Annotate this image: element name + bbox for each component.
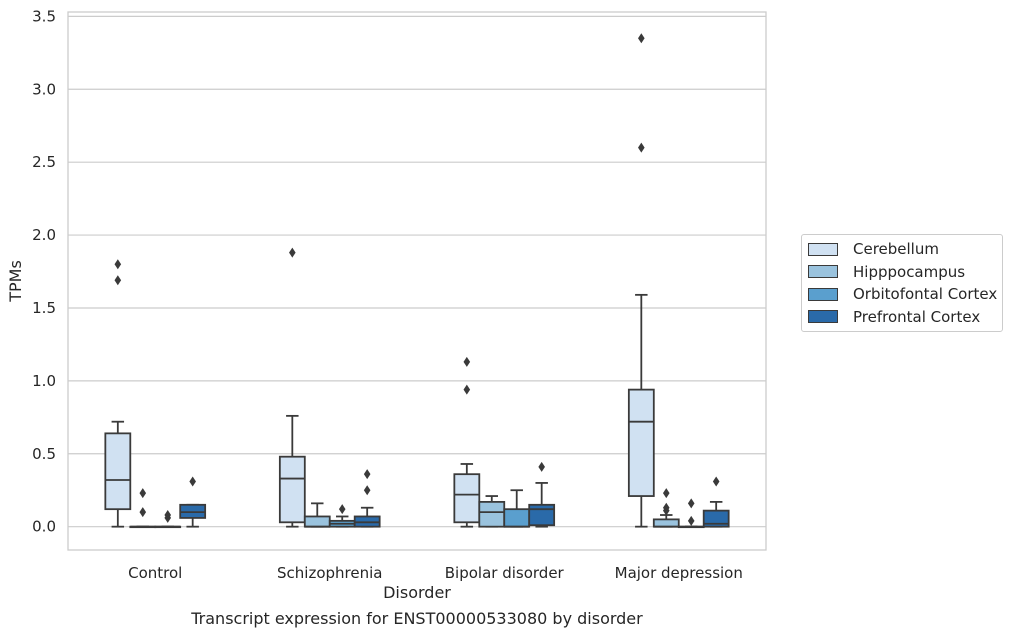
legend-label: Hipppocampus	[853, 262, 966, 281]
legend-label: Orbitofontal Cortex	[853, 285, 998, 304]
legend-swatch	[808, 242, 838, 256]
x-tick-label: Bipolar disorder	[445, 564, 565, 582]
legend-item: Orbitofontal Cortex	[802, 283, 1002, 306]
y-tick-label: 3.0	[32, 80, 56, 98]
y-tick-label: 2.5	[32, 153, 56, 171]
legend: Cerebellum Hipppocampus Orbitofontal Corte…	[801, 234, 1003, 332]
figure-caption: Transcript expression for ENST0000053308…	[191, 609, 643, 628]
outlier-point	[338, 504, 346, 515]
outlier-point	[139, 488, 147, 499]
x-tick-labels: Control Schizophrenia Bipolar disorder Majo…	[128, 564, 743, 582]
legend-swatch	[808, 265, 838, 279]
box-iqr	[652, 518, 680, 528]
x-axis-label: Disorder	[383, 583, 451, 602]
box-orbitofontal-cortex	[503, 489, 531, 528]
box-hipppocampus	[652, 488, 680, 528]
outlier-point	[289, 247, 296, 258]
legend-item: Hipppocampus	[802, 261, 1002, 284]
y-tick-label: 1.5	[32, 299, 56, 317]
x-tick-label: Control	[128, 564, 182, 582]
outlier-point	[662, 502, 670, 513]
outlier-point	[139, 507, 147, 518]
outlier-point	[363, 469, 371, 480]
box-prefrontal-cortex	[353, 469, 381, 528]
outlier-point	[538, 461, 545, 472]
outlier-point	[638, 142, 645, 153]
outlier-point	[638, 33, 645, 44]
box-prefrontal-cortex	[702, 476, 730, 528]
outlier-point	[363, 485, 371, 496]
y-tick-label: 3.5	[32, 7, 56, 25]
plot-frame	[67, 11, 767, 551]
legend-item: Cerebellum	[802, 238, 1002, 261]
box-cerebellum	[453, 356, 481, 528]
x-tick-label: Schizophrenia	[277, 564, 382, 582]
box-iqr	[453, 473, 481, 524]
box-orbitofontal-cortex	[328, 504, 356, 528]
outlier-point	[463, 356, 471, 367]
legend-swatch	[808, 310, 838, 324]
box-orbitofontal-cortex	[677, 498, 705, 529]
outlier-point	[463, 384, 471, 395]
box-hipppocampus	[303, 502, 331, 528]
outlier-point	[189, 476, 196, 487]
y-tick-label: 0.0	[32, 518, 56, 536]
x-tick-label: Major depression	[615, 564, 743, 582]
legend-label: Prefrontal Cortex	[853, 307, 981, 326]
box-prefrontal-cortex	[528, 461, 556, 528]
outlier-point	[114, 275, 122, 286]
box-iqr	[278, 455, 306, 524]
legend-swatch	[808, 287, 838, 301]
y-axis-label: TPMs	[6, 260, 25, 303]
outlier-point	[114, 259, 122, 270]
y-tick-label: 1.0	[32, 372, 56, 390]
box-iqr	[303, 515, 331, 528]
outlier-point	[687, 498, 695, 509]
box-cerebellum	[278, 247, 306, 528]
box-hipppocampus	[129, 488, 157, 529]
y-tick-label: 2.0	[32, 226, 56, 244]
box-orbitofontal-cortex	[154, 510, 182, 529]
outlier-point	[662, 488, 670, 499]
box-cerebellum	[104, 259, 132, 528]
gridlines	[68, 15, 766, 528]
outlier-point	[164, 510, 172, 521]
box-cerebellum	[627, 33, 655, 528]
box-iqr	[478, 500, 506, 528]
boxes	[104, 33, 730, 529]
legend-label: Cerebellum	[853, 240, 939, 259]
box-iqr	[528, 503, 556, 527]
box-iqr	[702, 509, 730, 528]
box-iqr	[104, 432, 132, 511]
legend-item: Prefrontal Cortex	[802, 306, 1002, 329]
outlier-point	[687, 515, 695, 526]
box-iqr	[627, 388, 655, 497]
box-hipppocampus	[478, 495, 506, 528]
outlier-point	[712, 476, 720, 487]
y-tick-label: 0.5	[32, 445, 56, 463]
box-iqr	[503, 508, 531, 528]
y-tick-labels: 0.0 0.5 1.0 1.5 2.0 2.5 3.0 3.5	[32, 7, 56, 535]
box-prefrontal-cortex	[179, 476, 207, 528]
